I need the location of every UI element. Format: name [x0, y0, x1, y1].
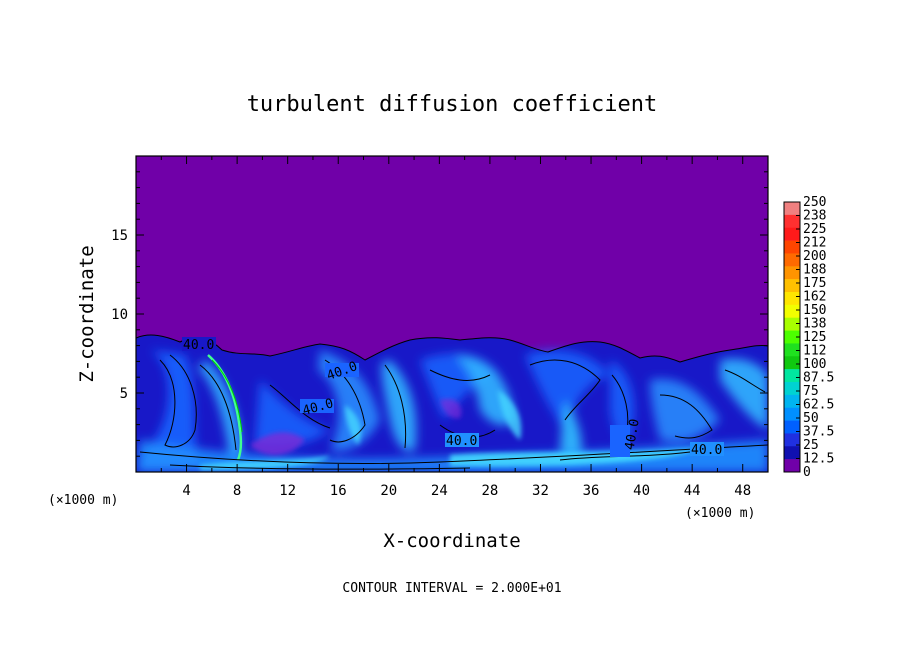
colorbar-label: 87.5 — [803, 371, 834, 386]
y-axis-label: Z-coordinate — [76, 245, 98, 382]
colorbar-swatch — [784, 317, 800, 331]
colorbar-label: 175 — [803, 276, 826, 291]
colorbar-label: 138 — [803, 317, 826, 332]
colorbar-swatch — [784, 253, 800, 267]
contour-interval: CONTOUR INTERVAL = 2.000E+01 — [342, 581, 561, 596]
colorbar-swatch — [784, 292, 800, 306]
colorbar-label: 225 — [803, 222, 826, 237]
colorbar-label: 50 — [803, 411, 819, 426]
contour-label: 40.0 — [623, 418, 643, 451]
colorbar-swatch — [784, 446, 800, 460]
colorbar-label: 75 — [803, 384, 819, 399]
colorbar-label: 125 — [803, 330, 826, 345]
colorbar-swatch — [784, 382, 800, 396]
colorbar-label: 188 — [803, 263, 826, 278]
colorbar-label: 162 — [803, 290, 826, 305]
x-axis: 4 8 12 16 20 24 28 32 36 40 44 48 — [135, 156, 769, 499]
colorbar-swatch — [784, 240, 800, 254]
x-tick-label: 12 — [279, 483, 296, 499]
colorbar-swatch — [784, 202, 800, 216]
x-tick-label: 8 — [233, 483, 241, 499]
colorbar-swatch — [784, 227, 800, 241]
y-tick-label: 5 — [120, 386, 128, 402]
colorbar-label: 150 — [803, 303, 826, 318]
chart-title: turbulent diffusion coefficient — [247, 92, 658, 117]
colorbar-swatch — [784, 394, 800, 409]
plot-area: 40.0 40.0 40.0 40.0 40.0 40.0 — [136, 156, 768, 472]
x-tick-label: 32 — [532, 483, 549, 499]
turbulent-layer: 40.0 40.0 40.0 40.0 40.0 40.0 — [136, 334, 768, 472]
colorbar-swatch — [784, 433, 800, 447]
contour-lines — [136, 334, 768, 470]
colorbar-swatch — [784, 279, 800, 293]
contour-label: 40.0 — [446, 434, 477, 449]
x-axis-label: X-coordinate — [383, 530, 520, 552]
colorbar-label: 62.5 — [803, 398, 834, 413]
colorbar-label: 12.5 — [803, 452, 834, 467]
x-unit-label-right: (×1000 m) — [685, 506, 755, 521]
colorbar-swatch — [784, 407, 800, 421]
colorbar-swatch — [784, 420, 800, 434]
x-tick-label: 24 — [431, 483, 448, 499]
colorbar: 2502382252122001881751621501381251121008… — [783, 195, 834, 480]
y-tick-label: 15 — [111, 228, 128, 244]
colorbar-label: 37.5 — [803, 425, 834, 440]
colorbar-label: 212 — [803, 236, 826, 251]
colorbar-label: 200 — [803, 249, 826, 264]
colorbar-swatch — [784, 459, 800, 473]
colorbar-swatch — [784, 266, 800, 280]
colorbar-label: 25 — [803, 438, 819, 453]
contour-label: 40.0 — [691, 443, 722, 458]
x-tick-label: 16 — [330, 483, 347, 499]
contour-label: 40.0 — [183, 338, 214, 353]
colorbar-swatch — [784, 356, 800, 370]
x-tick-label: 36 — [583, 483, 600, 499]
x-tick-label: 44 — [684, 483, 701, 499]
x-tick-label: 20 — [380, 483, 397, 499]
x-tick-label: 40 — [633, 483, 650, 499]
x-tick-label: 48 — [734, 483, 751, 499]
colorbar-label: 0 — [803, 465, 811, 480]
x-tick-label: 4 — [182, 483, 190, 499]
colorbar-swatch — [784, 330, 800, 344]
colorbar-swatch — [784, 214, 800, 229]
colorbar-label: 112 — [803, 344, 826, 359]
colorbar-label: 100 — [803, 357, 826, 372]
y-tick-label: 10 — [111, 307, 128, 323]
y-axis: 5 10 15 — [111, 171, 768, 457]
colorbar-swatch — [784, 304, 800, 319]
colorbar-label: 238 — [803, 209, 826, 224]
colorbar-label: 250 — [803, 195, 826, 210]
colorbar-swatch — [784, 369, 800, 383]
x-tick-label: 28 — [481, 483, 498, 499]
x-unit-label-left: (×1000 m) — [48, 493, 118, 508]
colorbar-swatch — [784, 343, 800, 357]
